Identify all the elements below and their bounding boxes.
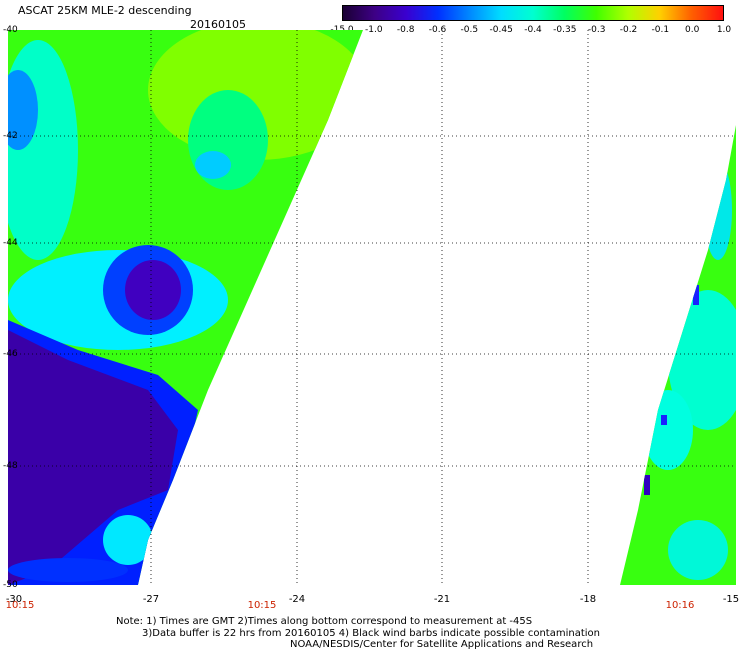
color-scale-label: 0.0 [684, 25, 700, 35]
grid-lines [8, 30, 736, 585]
note-line-2: 3)Data buffer is 22 hrs from 20160105 4)… [142, 628, 600, 639]
longitude-label: -18 [579, 594, 597, 605]
latitude-label: -46 [3, 349, 18, 359]
latitude-label: -42 [3, 131, 18, 141]
color-scale-label: -0.35 [553, 25, 577, 35]
color-scale-label: 1.0 [716, 25, 732, 35]
longitude-label: -30 [5, 594, 23, 605]
latitude-label: -48 [3, 461, 18, 471]
latitude-label: -50 [3, 580, 18, 590]
color-scale-label: -0.8 [396, 25, 415, 35]
color-scale-label: -0.45 [489, 25, 513, 35]
longitude-label: -15 [722, 594, 740, 605]
color-scale-label: -0.3 [587, 25, 606, 35]
latitude-label: -40 [3, 25, 18, 35]
note-line-1: Note: 1) Times are GMT 2)Times along bot… [116, 616, 533, 627]
time-label: 10:15 [247, 600, 277, 611]
color-scale-label: -0.5 [460, 25, 479, 35]
color-scale-label: -0.1 [651, 25, 670, 35]
time-label: 10:16 [665, 600, 695, 611]
note-line-3: NOAA/NESDIS/Center for Satellite Applica… [290, 639, 594, 650]
color-scale-label: -1.0 [365, 25, 383, 35]
latitude-label: -44 [3, 238, 18, 248]
swath-map [8, 30, 736, 585]
map-title: ASCAT 25KM MLE-2 descending [18, 4, 192, 17]
color-scale-bar [342, 5, 724, 21]
time-label: 10:15 [5, 600, 35, 611]
color-scale-label: -0.6 [428, 25, 447, 35]
longitude-label: -27 [142, 594, 160, 605]
longitude-label: -24 [288, 594, 306, 605]
map-date: 20160105 [190, 18, 246, 31]
longitude-label: -21 [433, 594, 451, 605]
left-swath [8, 30, 736, 585]
color-scale-label: -0.4 [524, 25, 542, 35]
color-scale-label: -0.2 [619, 25, 638, 35]
